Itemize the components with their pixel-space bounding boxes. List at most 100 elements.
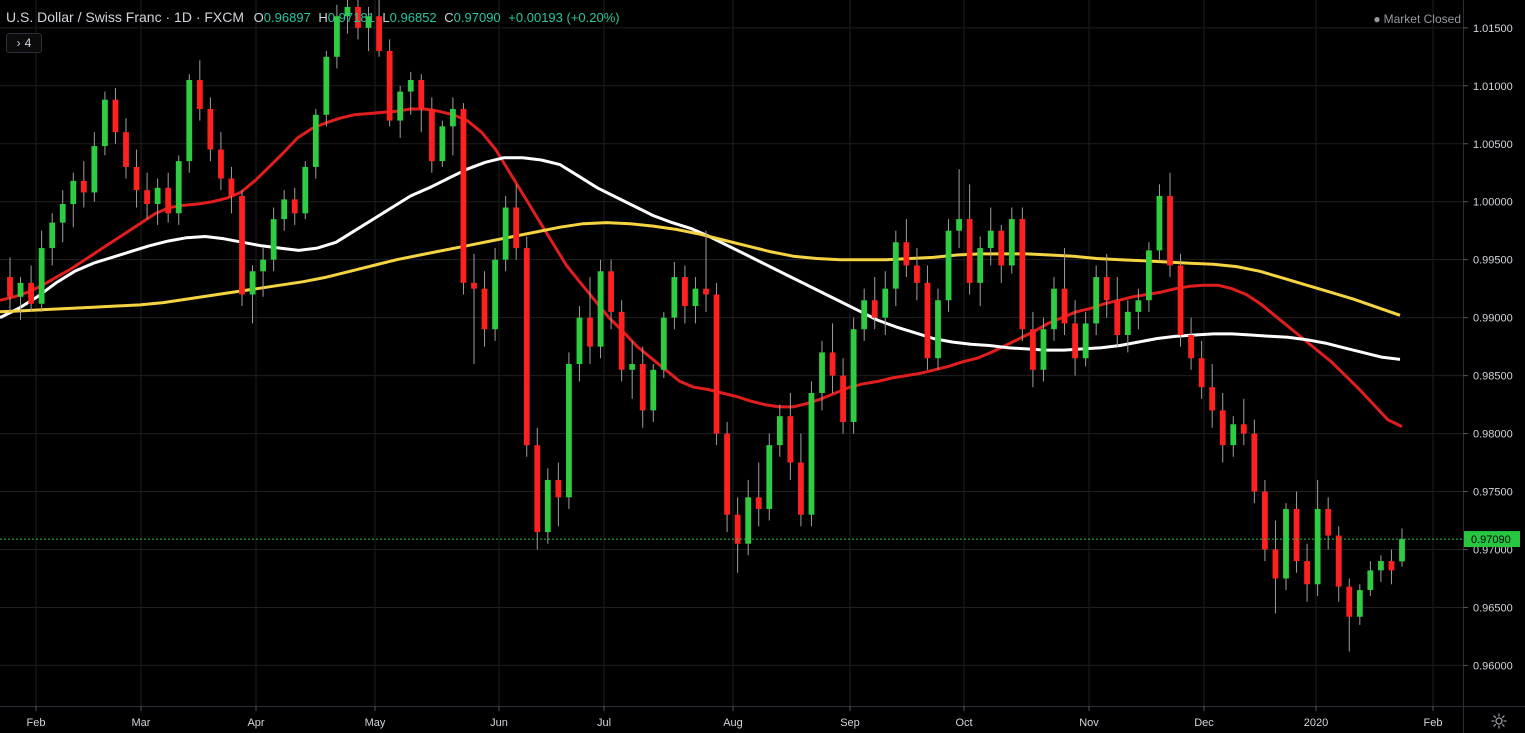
candle-body-down xyxy=(734,514,741,544)
candle-body-up xyxy=(808,392,815,515)
indicators-toggle-button[interactable]: › 4 xyxy=(6,33,42,53)
chevron-right-icon: › xyxy=(16,36,21,50)
x-tick-label: 2020 xyxy=(1304,717,1328,729)
candle-body-up xyxy=(17,282,24,297)
candle-body-down xyxy=(703,288,709,295)
change-value: +0.00193 (+0.20%) xyxy=(508,10,620,25)
candle-body-down xyxy=(1114,300,1121,336)
candle-body-down xyxy=(428,108,435,162)
market-status: ● Market Closed xyxy=(1373,12,1461,26)
candle-body-up xyxy=(260,259,266,272)
candle-body-down xyxy=(618,311,625,370)
candle-body-down xyxy=(1030,329,1036,370)
candle-body-down xyxy=(1240,424,1247,434)
candle-body-down xyxy=(587,317,593,347)
indicator-count: 4 xyxy=(24,36,32,50)
candle-body-down xyxy=(966,219,973,283)
candle-body-down xyxy=(1219,410,1226,446)
x-tick-label: Apr xyxy=(247,717,264,729)
candle-body-down xyxy=(1072,323,1078,359)
y-tick-label: 1.01000 xyxy=(1473,81,1513,93)
candle-body-up xyxy=(334,16,340,57)
candle-body-down xyxy=(1272,549,1279,579)
candle-body-up xyxy=(59,204,66,223)
candle-body-down xyxy=(471,282,477,289)
candle-body-up xyxy=(439,126,446,162)
candle-body-down xyxy=(871,300,878,318)
x-tick-label: May xyxy=(365,717,386,729)
candle-body-down xyxy=(418,79,425,109)
candle-body-up xyxy=(977,248,984,283)
candle-body-up xyxy=(671,277,678,318)
candle-body-down xyxy=(1103,277,1110,301)
y-tick-label: 1.01500 xyxy=(1473,23,1513,35)
y-tick-label: 0.99000 xyxy=(1473,313,1513,325)
open-value: 0.96897 xyxy=(263,10,311,25)
candle-body-down xyxy=(207,108,214,150)
candle-body-down xyxy=(724,433,730,515)
candle-body-up xyxy=(407,79,414,92)
candle-body-up xyxy=(576,317,583,365)
candle-body-up xyxy=(397,91,404,121)
candle-body-up xyxy=(692,288,699,307)
x-tick-label: Mar xyxy=(132,717,151,729)
candle-body-down xyxy=(1335,535,1342,587)
candle-body-up xyxy=(1051,288,1057,330)
candle-body-down xyxy=(28,282,34,304)
candle-body-up xyxy=(1124,311,1131,336)
candle-body-down xyxy=(755,497,762,509)
candle-body-down xyxy=(1304,561,1310,585)
status-dot-icon: ● xyxy=(1373,12,1381,26)
candle-body-down xyxy=(840,375,846,422)
time-axis: Feb Mar Apr May Jun Jul Aug Sep Oct Nov Dec 2020 Feb xyxy=(0,706,1525,729)
candle-body-up xyxy=(629,364,636,370)
candle-body-up xyxy=(861,300,868,330)
candle-body-up xyxy=(38,248,45,304)
candle-body-up xyxy=(776,416,783,446)
price-axis: 1.01500 1.01000 1.00500 1.00000 0.99500 0.990… xyxy=(1463,0,1513,733)
candle-body-down xyxy=(355,6,361,28)
candle-body-down xyxy=(829,352,836,376)
y-tick-label: 0.96500 xyxy=(1473,602,1513,614)
y-tick-label: 0.97000 xyxy=(1473,544,1513,556)
candle-body-down xyxy=(80,180,87,193)
candle-body-up xyxy=(935,300,941,359)
candle-body-down xyxy=(914,265,920,283)
candle-body-down xyxy=(1293,508,1300,562)
candle-body-down xyxy=(798,462,804,515)
candle-body-up xyxy=(597,271,604,347)
candle-body-down xyxy=(1346,586,1353,617)
candle-body-down xyxy=(998,230,1005,266)
candle-body-down xyxy=(218,149,224,179)
candle-body-up xyxy=(492,259,498,330)
candle-body-down xyxy=(1177,265,1184,336)
candle-body-down xyxy=(123,132,129,167)
candle-body-up xyxy=(70,180,77,205)
candle-body-down xyxy=(1188,335,1194,359)
candle-body-down xyxy=(555,479,562,498)
y-tick-label: 0.97500 xyxy=(1473,487,1513,499)
y-tick-label: 0.96000 xyxy=(1473,660,1513,672)
candle-body-up xyxy=(1093,277,1100,324)
candle-body-up xyxy=(660,317,667,370)
candle-body-down xyxy=(608,271,614,312)
candle-body-down xyxy=(713,294,720,434)
candle-body-up xyxy=(566,364,572,498)
y-tick-label: 1.00500 xyxy=(1473,139,1513,151)
candle-body-down xyxy=(239,195,245,295)
candle-body-down xyxy=(924,282,931,359)
gear-icon[interactable] xyxy=(1491,713,1507,729)
candle-body-down xyxy=(481,288,488,330)
candle-body-down xyxy=(460,108,467,283)
candle-body-down xyxy=(1167,195,1173,266)
candle-body-up xyxy=(102,99,108,147)
candle-body-up xyxy=(502,207,509,260)
candle-body-up xyxy=(270,219,277,260)
candle-body-up xyxy=(175,161,182,214)
candle-body-down xyxy=(903,242,910,266)
x-tick-label: Jun xyxy=(490,717,508,729)
candle-body-up xyxy=(945,230,952,301)
candle-body-down xyxy=(639,364,646,411)
candle-body-down xyxy=(513,207,520,249)
